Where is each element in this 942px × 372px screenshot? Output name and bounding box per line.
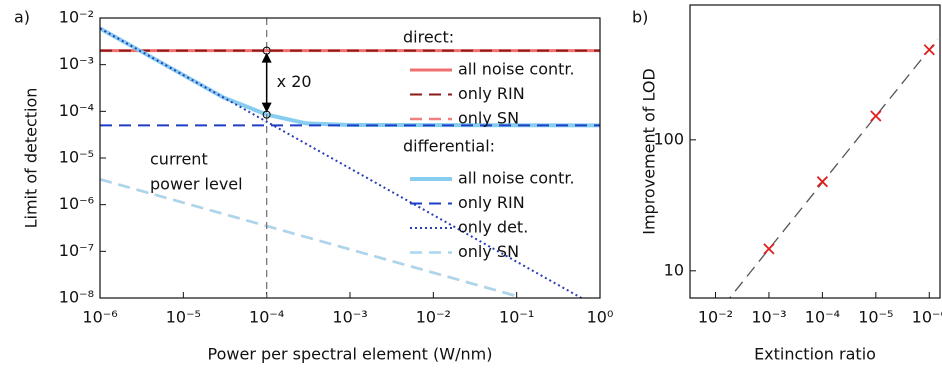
panel-label: a): [14, 8, 30, 27]
plot-frame: [99, 17, 601, 299]
data-point: [816, 176, 829, 188]
y-tick-label: 10⁻⁸: [59, 288, 94, 307]
annotation: x 20: [277, 72, 312, 91]
arrow-end: [262, 110, 271, 119]
x-tick-label: 10⁻⁵: [858, 308, 893, 327]
annotation: power level: [150, 175, 243, 194]
x-tick-label: 10⁻⁶: [912, 308, 942, 327]
y-tick-label: 100: [653, 129, 684, 148]
x-axis-label: Extinction ratio: [754, 345, 876, 364]
x-tick-label: 10⁻³: [751, 308, 786, 327]
arrow-head: [261, 52, 272, 63]
legend-title: differential:: [403, 137, 495, 156]
x-tick-label: 10⁻⁴: [249, 308, 284, 327]
legend-label: all noise contr.: [458, 60, 575, 79]
series-line: [100, 178, 518, 298]
plot-area: [728, 38, 939, 298]
annotation: current: [150, 150, 208, 169]
y-axis-label: Improvement of LOD: [640, 68, 659, 234]
panel-label: b): [632, 8, 648, 27]
data-point: [870, 110, 882, 122]
plot-frame: [689, 4, 941, 299]
x-tick-label: 10⁻⁴: [805, 308, 840, 327]
y-tick-label: 10: [664, 260, 684, 279]
x-tick-label: 10⁻⁶: [82, 308, 117, 327]
x-tick-label: 10⁰: [587, 308, 614, 327]
y-tick-label: 10⁻⁶: [59, 194, 94, 213]
data-point: [763, 243, 775, 255]
y-tick-label: 10⁻⁷: [59, 241, 94, 260]
x-tick-label: 10⁻¹: [499, 308, 534, 327]
legend-label: only SN: [458, 109, 519, 128]
legend-label: only RIN: [458, 84, 525, 103]
x-tick-label: 10⁻²: [416, 308, 451, 327]
legend-label: all noise contr.: [458, 169, 575, 188]
y-axis-label: Limit of detection: [22, 88, 41, 229]
y-tick-label: 10⁻⁴: [59, 101, 94, 120]
series-line: [728, 38, 939, 298]
x-tick-label: 10⁻²: [698, 308, 733, 327]
series-line: [100, 27, 584, 298]
legend-label: only det.: [458, 218, 528, 237]
legend-title: direct:: [403, 28, 454, 47]
x-axis-label: Power per spectral element (W/nm): [208, 345, 493, 364]
legend-label: only RIN: [458, 193, 525, 212]
y-tick-label: 10⁻⁵: [59, 148, 94, 167]
arrow-head: [261, 102, 272, 113]
x-tick-label: 10⁻³: [332, 308, 367, 327]
legend-label: only SN: [458, 242, 519, 261]
data-point: [923, 44, 935, 56]
y-tick-label: 10⁻²: [59, 8, 94, 27]
arrow-end: [262, 46, 271, 55]
x-tick-label: 10⁻⁵: [166, 308, 201, 327]
y-tick-label: 10⁻³: [59, 54, 94, 73]
